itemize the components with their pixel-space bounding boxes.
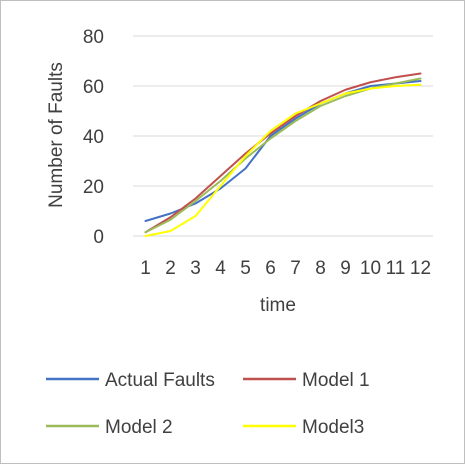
legend-label-model3: Model3 bbox=[302, 417, 364, 438]
y-tick-label: 60 bbox=[83, 77, 104, 98]
y-tick-label: 80 bbox=[83, 27, 104, 48]
x-tick-label: 2 bbox=[165, 258, 176, 279]
x-axis-ticks: 1 2 3 4 5 6 7 8 9 10 11 12 bbox=[140, 258, 431, 279]
x-tick-label: 12 bbox=[410, 258, 431, 279]
x-tick-label: 5 bbox=[240, 258, 251, 279]
legend-label-model-1: Model 1 bbox=[302, 370, 370, 391]
x-tick-label: 10 bbox=[360, 258, 381, 279]
series-line-model-2 bbox=[144, 77, 422, 234]
y-axis-title: Number of Faults bbox=[46, 62, 67, 208]
legend-label-actual-faults: Actual Faults bbox=[105, 370, 215, 391]
x-tick-label: 7 bbox=[290, 258, 301, 279]
y-tick-label: 20 bbox=[83, 177, 104, 198]
y-tick-label: 40 bbox=[83, 127, 104, 148]
y-axis-ticks: 0 20 40 60 80 bbox=[83, 27, 104, 248]
x-tick-label: 4 bbox=[215, 258, 226, 279]
series-line-model-1 bbox=[144, 72, 422, 234]
x-axis-title: time bbox=[260, 295, 296, 316]
x-tick-label: 11 bbox=[386, 258, 406, 279]
series-line-actual-faults bbox=[144, 80, 422, 222]
legend: Actual Faults Model 1 Model 2 Model3 bbox=[46, 370, 370, 438]
series-lines bbox=[144, 72, 422, 237]
series-line-model3 bbox=[144, 83, 422, 237]
gridlines bbox=[133, 35, 433, 237]
legend-label-model-2: Model 2 bbox=[105, 417, 173, 438]
x-tick-label: 8 bbox=[315, 258, 326, 279]
x-tick-label: 1 bbox=[140, 258, 151, 279]
x-tick-label: 3 bbox=[190, 258, 201, 279]
x-tick-label: 9 bbox=[340, 258, 351, 279]
y-tick-label: 0 bbox=[93, 227, 104, 248]
x-tick-label: 6 bbox=[265, 258, 276, 279]
